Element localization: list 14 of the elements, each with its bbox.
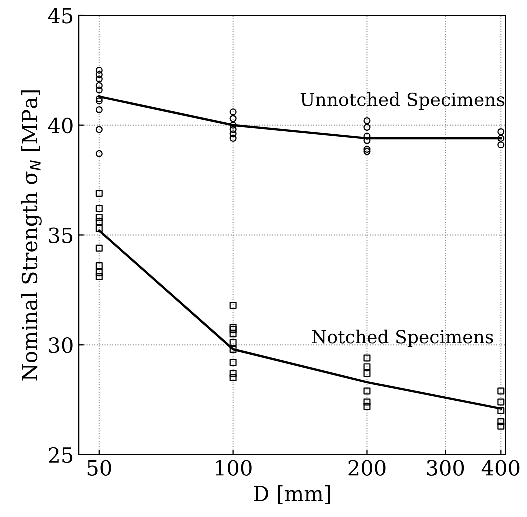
x-tick-label: 200 bbox=[348, 460, 386, 476]
y-tick-label: 25 bbox=[49, 447, 73, 464]
y-tick-label: 40 bbox=[48, 118, 73, 134]
y-axis-title: Nominal Strength σ$_{N}$ [MPa] bbox=[22, 90, 42, 381]
y-tick-label: 35 bbox=[49, 228, 73, 244]
x-axis-title: D [mm] bbox=[254, 486, 330, 504]
series-label: Notched Specimens bbox=[312, 330, 494, 348]
y-tick-label: 30 bbox=[49, 338, 73, 354]
x-tick-label: 100 bbox=[216, 460, 252, 476]
series-label: Unnotched Specimens bbox=[300, 92, 505, 110]
x-tick-label: 400 bbox=[482, 460, 520, 476]
y-tick-label: 45 bbox=[48, 8, 73, 24]
x-tick-label: 300 bbox=[427, 460, 464, 476]
x-tick-label: 50 bbox=[88, 460, 112, 476]
